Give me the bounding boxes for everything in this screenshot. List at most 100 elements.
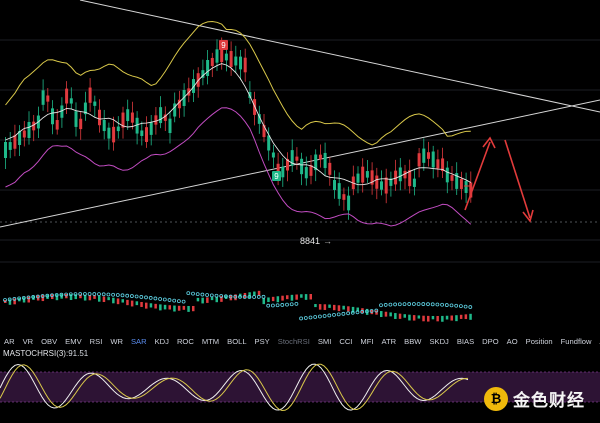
sub-candle: [74, 294, 77, 300]
indicator-tab-skdj[interactable]: SKDJ: [429, 337, 449, 346]
sar-dot: [17, 296, 22, 301]
sar-dot: [444, 303, 449, 307]
indicator-tab-smi[interactable]: SMI: [317, 337, 332, 346]
sub-candle: [318, 304, 322, 310]
indicator-tab-bbw[interactable]: BBW: [404, 337, 422, 346]
bollinger-upper-line: [5, 20, 471, 146]
sar-dot: [238, 294, 242, 299]
candle-body: [267, 135, 271, 151]
candle-body: [422, 148, 426, 163]
sar-dot: [172, 298, 177, 303]
indicator-tab-dpo[interactable]: DPO: [482, 337, 499, 346]
candle-body: [441, 158, 445, 172]
sar-dot: [162, 297, 167, 302]
sar-dot: [205, 293, 210, 297]
sub-candle: [436, 315, 439, 322]
sub-candle: [370, 309, 374, 315]
candle-body: [375, 175, 379, 189]
sar-dot: [350, 310, 355, 315]
sar-dot: [289, 302, 294, 307]
indicator-tab-mfi[interactable]: MFI: [360, 337, 374, 346]
sub-candle: [224, 295, 228, 299]
sar-dot: [106, 292, 111, 297]
indicator-tab-position[interactable]: Position: [525, 337, 553, 346]
sar-dot: [322, 314, 327, 318]
sar-dot: [21, 295, 26, 300]
sar-dot: [97, 292, 101, 297]
sub-candle: [276, 296, 280, 303]
sub-candle: [116, 298, 120, 305]
projection-down-arrowhead: [522, 209, 534, 223]
sar-dot: [355, 310, 360, 315]
sar-dot: [252, 295, 257, 299]
candle-body: [154, 115, 158, 125]
sar-dot: [463, 304, 468, 309]
sar-dot: [468, 305, 473, 309]
indicator-tab-atr[interactable]: ATR: [381, 337, 397, 346]
sub-candle: [398, 313, 402, 319]
candle-body: [201, 70, 205, 78]
indicator-tab-ar[interactable]: AR: [4, 337, 15, 346]
sar-dot: [341, 311, 346, 316]
indicator-tab-ai-netvol[interactable]: AI-NetVOL: [595, 335, 600, 349]
indicator-tab-sar[interactable]: SAR: [130, 337, 147, 346]
sub-candle: [168, 305, 171, 310]
candle-body: [403, 170, 407, 179]
sub-candle: [445, 315, 449, 320]
sar-dot: [12, 297, 17, 301]
low-price-label: 8841 →: [300, 236, 332, 246]
sar-dot: [435, 302, 440, 307]
sar-dot: [327, 313, 332, 318]
indicator-tab-ao[interactable]: AO: [506, 337, 518, 346]
sub-candle: [422, 315, 425, 322]
sar-dot: [374, 308, 379, 313]
indicator-tab-stochrsi[interactable]: StochRSI: [277, 337, 310, 346]
candle-body: [206, 60, 210, 76]
candle-body: [243, 57, 247, 73]
projection-up-line: [464, 141, 491, 211]
sub-candle: [323, 304, 327, 310]
indicator-tab-wr[interactable]: WR: [110, 337, 123, 346]
sar-dot: [360, 309, 365, 314]
indicator-tab-boll[interactable]: BOLL: [227, 337, 247, 346]
indicator-tab-psy[interactable]: PSY: [254, 337, 270, 346]
sar-dot: [256, 295, 261, 299]
sub-candle: [356, 307, 359, 312]
indicator-tab-cci[interactable]: CCI: [339, 337, 353, 346]
sub-candle: [290, 294, 294, 301]
indicator-tab-bar: AR VR OBV EMV RSI WR SAR KDJ ROC MTM BOLL PSY StochR…: [0, 335, 600, 349]
sub-candle: [427, 315, 430, 322]
indicator-tab-bias[interactable]: BIAS: [456, 337, 475, 346]
candle-body: [356, 173, 360, 183]
low-marker-text: 9: [274, 172, 279, 181]
indicator-tab-vr[interactable]: VR: [22, 337, 34, 346]
candle-body: [408, 170, 412, 187]
indicator-tab-roc[interactable]: ROC: [176, 337, 194, 346]
indicator-tab-obv[interactable]: OBV: [41, 337, 58, 346]
candle-body: [239, 56, 242, 70]
candle-body: [18, 130, 22, 146]
sar-dot: [308, 315, 313, 320]
projection-down-line: [504, 139, 531, 219]
candle-body: [210, 57, 214, 67]
candle-body: [333, 180, 336, 190]
candle-body: [135, 117, 139, 134]
indicator-tab-kdj[interactable]: KDJ: [154, 337, 169, 346]
sar-dot: [101, 292, 106, 297]
indicator-tab-rsi[interactable]: RSI: [89, 337, 103, 346]
sar-dot: [228, 294, 233, 299]
candle-body: [389, 178, 393, 186]
indicator-tab-emv[interactable]: EMV: [65, 337, 82, 346]
sar-dot: [120, 293, 125, 298]
candle-body: [281, 166, 285, 178]
sub-candle: [135, 301, 139, 306]
sub-candle: [314, 304, 317, 308]
sar-dot: [280, 303, 285, 307]
indicator-tab-fundflow[interactable]: Fundflow: [560, 337, 592, 346]
candle-body: [79, 118, 83, 130]
sub-candle: [309, 294, 312, 300]
sar-dot: [219, 294, 224, 298]
sar-dot: [285, 302, 289, 307]
indicator-tab-mtm[interactable]: MTM: [201, 337, 220, 346]
